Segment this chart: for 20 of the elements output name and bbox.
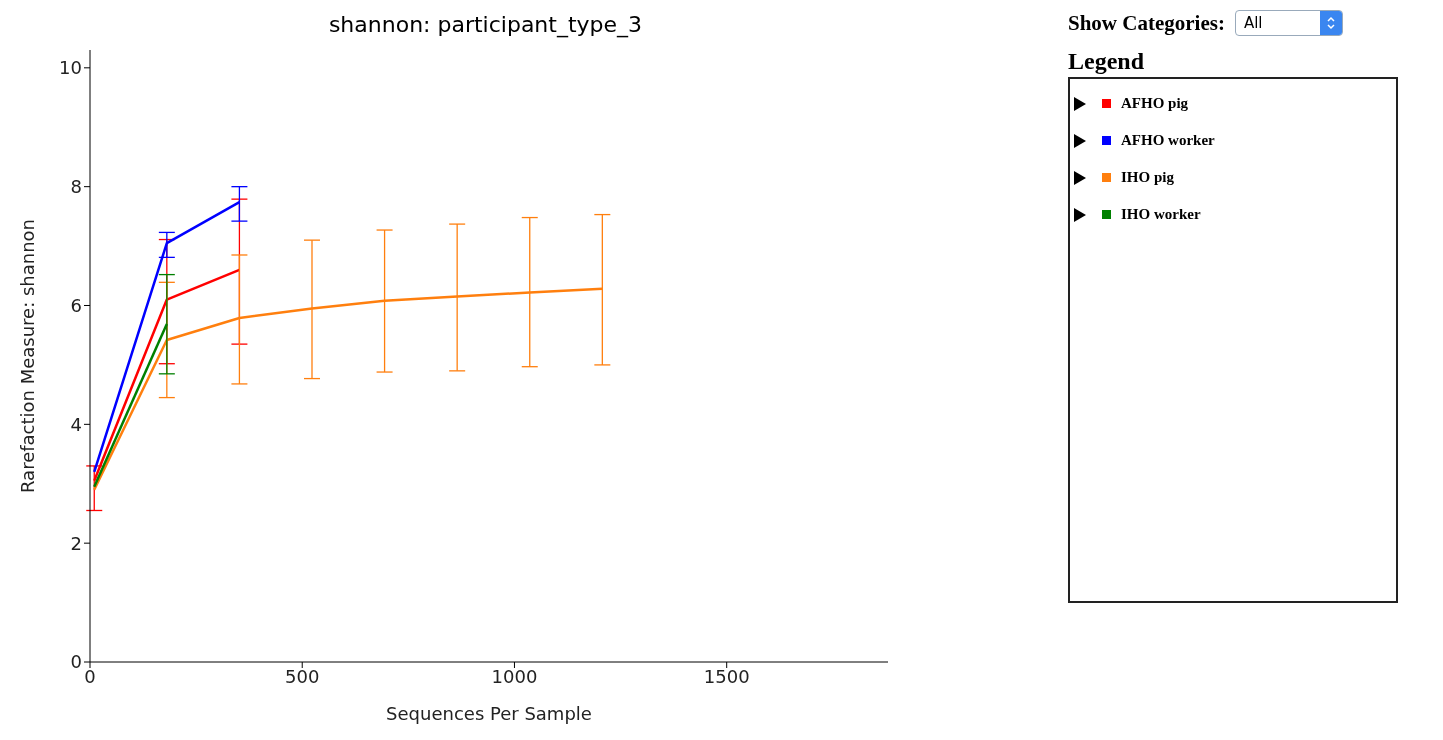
x-tick-label: 1500	[703, 665, 750, 687]
text: Show Categories:	[1068, 10, 1225, 36]
y-tick-label: 10	[59, 57, 82, 79]
legend-title: Legend	[1068, 48, 1145, 75]
legend-label: AFHO pig	[1121, 95, 1189, 112]
x-axis-title: Sequences Per Sample	[386, 703, 592, 724]
y-tick-label: 4	[70, 413, 82, 435]
x-tick-label: 1000	[491, 665, 538, 687]
y-tick-label: 2	[70, 532, 82, 554]
legend-label: AFHO worker	[1121, 132, 1215, 149]
x-tick-label: 500	[285, 665, 320, 687]
dropdown-select: All	[1234, 10, 1343, 36]
legend-label: IHO pig	[1121, 169, 1174, 186]
x-tick-label: 0	[84, 665, 96, 687]
y-axis-title: Rarefaction Measure: shannon	[17, 218, 39, 494]
y-tick-label: 6	[70, 294, 82, 316]
y-tick-label: 0	[70, 651, 82, 673]
legend-label: IHO worker	[1121, 206, 1201, 223]
chart-title: shannon: participant_type_3	[327, 12, 644, 40]
y-tick-label: 8	[70, 176, 82, 198]
